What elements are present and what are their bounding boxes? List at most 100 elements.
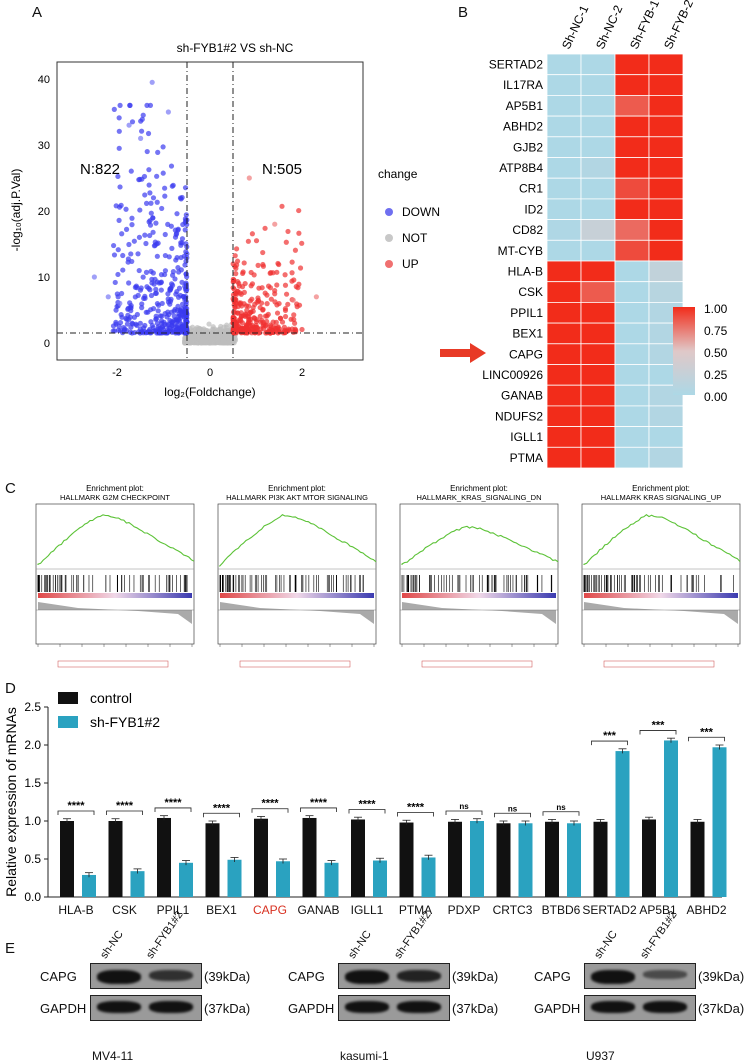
- volcano-plot: sh-FYB1#2 VS sh-NC N:822 N:505 0 10 20 3…: [9, 41, 440, 399]
- bar-category-label: PTMA: [399, 903, 432, 917]
- volcano-point: [239, 320, 246, 326]
- blot-kda: (37kDa): [452, 1001, 499, 1016]
- volcano-point: [113, 203, 119, 209]
- gsea-plot: Enrichment plot:HALLMARK PI3K AKT MTOR S…: [217, 484, 377, 668]
- bar-ylabel: Relative expression of mRNAs: [3, 707, 19, 897]
- volcano-title: sh-FYB1#2 VS sh-NC: [177, 41, 294, 55]
- heatmap-cell: [546, 364, 582, 386]
- volcano-point: [174, 211, 180, 217]
- volcano-point: [156, 330, 162, 336]
- heatmap-cell: [648, 53, 684, 76]
- volcano-point: [115, 247, 121, 253]
- volcano-point: [281, 324, 287, 330]
- volcano-point: [264, 301, 270, 307]
- volcano-point: [123, 226, 130, 232]
- panel-label-b: B: [458, 4, 469, 21]
- volcano-point: [117, 300, 123, 306]
- volcano-point: [184, 338, 191, 344]
- bar-ytick: 0.0: [24, 890, 41, 904]
- heatmap: Sh-NC-1 Sh-NC-2 Sh-FYB-1 Sh-FYB-2 SERTAD2 IL…: [440, 0, 728, 469]
- heatmap-cell: [580, 239, 616, 262]
- volcano-point: [240, 270, 246, 277]
- heatmap-cell: [546, 281, 582, 303]
- volcano-point: [182, 297, 188, 303]
- volcano-point: [120, 267, 126, 273]
- bar-control: [157, 817, 171, 897]
- heatmap-cell: [614, 343, 650, 365]
- volcano-point: [179, 236, 186, 242]
- volcano-point: [111, 106, 117, 112]
- bar-control: [593, 821, 608, 897]
- volcano-point: [144, 148, 150, 155]
- blot-row-label: GAPDH: [40, 1001, 87, 1016]
- heatmap-cell: [648, 426, 684, 448]
- heatmap-cell: [614, 322, 650, 345]
- significance-label: ***: [652, 719, 666, 731]
- bar-control: [351, 819, 365, 897]
- legend-up-label: UP: [402, 257, 419, 271]
- volcano-point: [244, 326, 250, 333]
- volcano-point: [198, 340, 204, 346]
- volcano-point: [146, 328, 152, 334]
- volcano-point: [161, 319, 167, 325]
- bar-category-label: SERTAD2: [582, 903, 637, 917]
- volcano-point: [233, 271, 239, 277]
- volcano-point: [180, 221, 186, 228]
- volcano-point: [136, 234, 143, 240]
- heatmap-column-label: Sh-FYB-1: [627, 0, 662, 51]
- volcano-point: [183, 271, 189, 277]
- volcano-point: [115, 271, 121, 278]
- heatmap-cell: [580, 446, 616, 469]
- volcano-point: [291, 277, 297, 283]
- volcano-point: [178, 254, 184, 261]
- volcano-point: [179, 279, 185, 285]
- volcano-point: [143, 200, 150, 206]
- volcano-point: [162, 231, 168, 238]
- volcano-point: [188, 338, 195, 345]
- volcano-point: [270, 329, 277, 335]
- bar-control: [545, 821, 559, 897]
- volcano-point: [296, 207, 302, 214]
- volcano-point: [283, 291, 290, 297]
- legend-swatch: [58, 716, 78, 728]
- heatmap-cell: [580, 177, 616, 200]
- heatmap-cell: [648, 177, 684, 200]
- volcano-point: [291, 312, 297, 318]
- bar-shfyb: [712, 747, 727, 897]
- panel-label-a: A: [32, 4, 43, 21]
- bar-ytick: 1.5: [24, 776, 41, 790]
- significance-label: ****: [213, 802, 231, 814]
- volcano-point: [204, 340, 210, 346]
- blot-band: [643, 970, 687, 979]
- blot-row-label: CAPG: [288, 969, 325, 984]
- volcano-point: [222, 332, 228, 339]
- legend-swatch: [58, 692, 78, 704]
- heatmap-cell: [546, 260, 582, 283]
- bar-ytick: 0.5: [24, 852, 41, 866]
- bar-shfyb: [567, 823, 581, 897]
- volcano-point: [168, 163, 175, 169]
- bar-control: [399, 822, 414, 897]
- volcano-ytick: 20: [38, 206, 50, 218]
- volcano-point: [283, 239, 289, 245]
- scale-tick: 1.00: [704, 302, 728, 316]
- significance-label: ns: [459, 802, 469, 811]
- bar-shfyb: [276, 861, 290, 897]
- volcano-point: [165, 291, 171, 297]
- heatmap-cell: [546, 53, 582, 76]
- bar-category-label: CRTC3: [493, 903, 533, 917]
- volcano-point: [162, 193, 168, 199]
- volcano-ytick: 30: [38, 140, 50, 152]
- volcano-point: [162, 185, 168, 191]
- significance-label: ****: [164, 797, 182, 809]
- heatmap-cell: [648, 95, 684, 117]
- heatmap-row-label: PPIL1: [510, 306, 543, 320]
- volcano-point: [296, 230, 302, 236]
- panel-label-e: E: [5, 940, 16, 957]
- volcano-point: [257, 313, 263, 319]
- heatmap-column-label: Sh-FYB-2: [661, 0, 696, 51]
- volcano-point: [239, 325, 246, 331]
- volcano-point: [276, 300, 282, 307]
- volcano-point: [112, 328, 118, 334]
- heatmap-row-label: HLA-B: [508, 264, 543, 278]
